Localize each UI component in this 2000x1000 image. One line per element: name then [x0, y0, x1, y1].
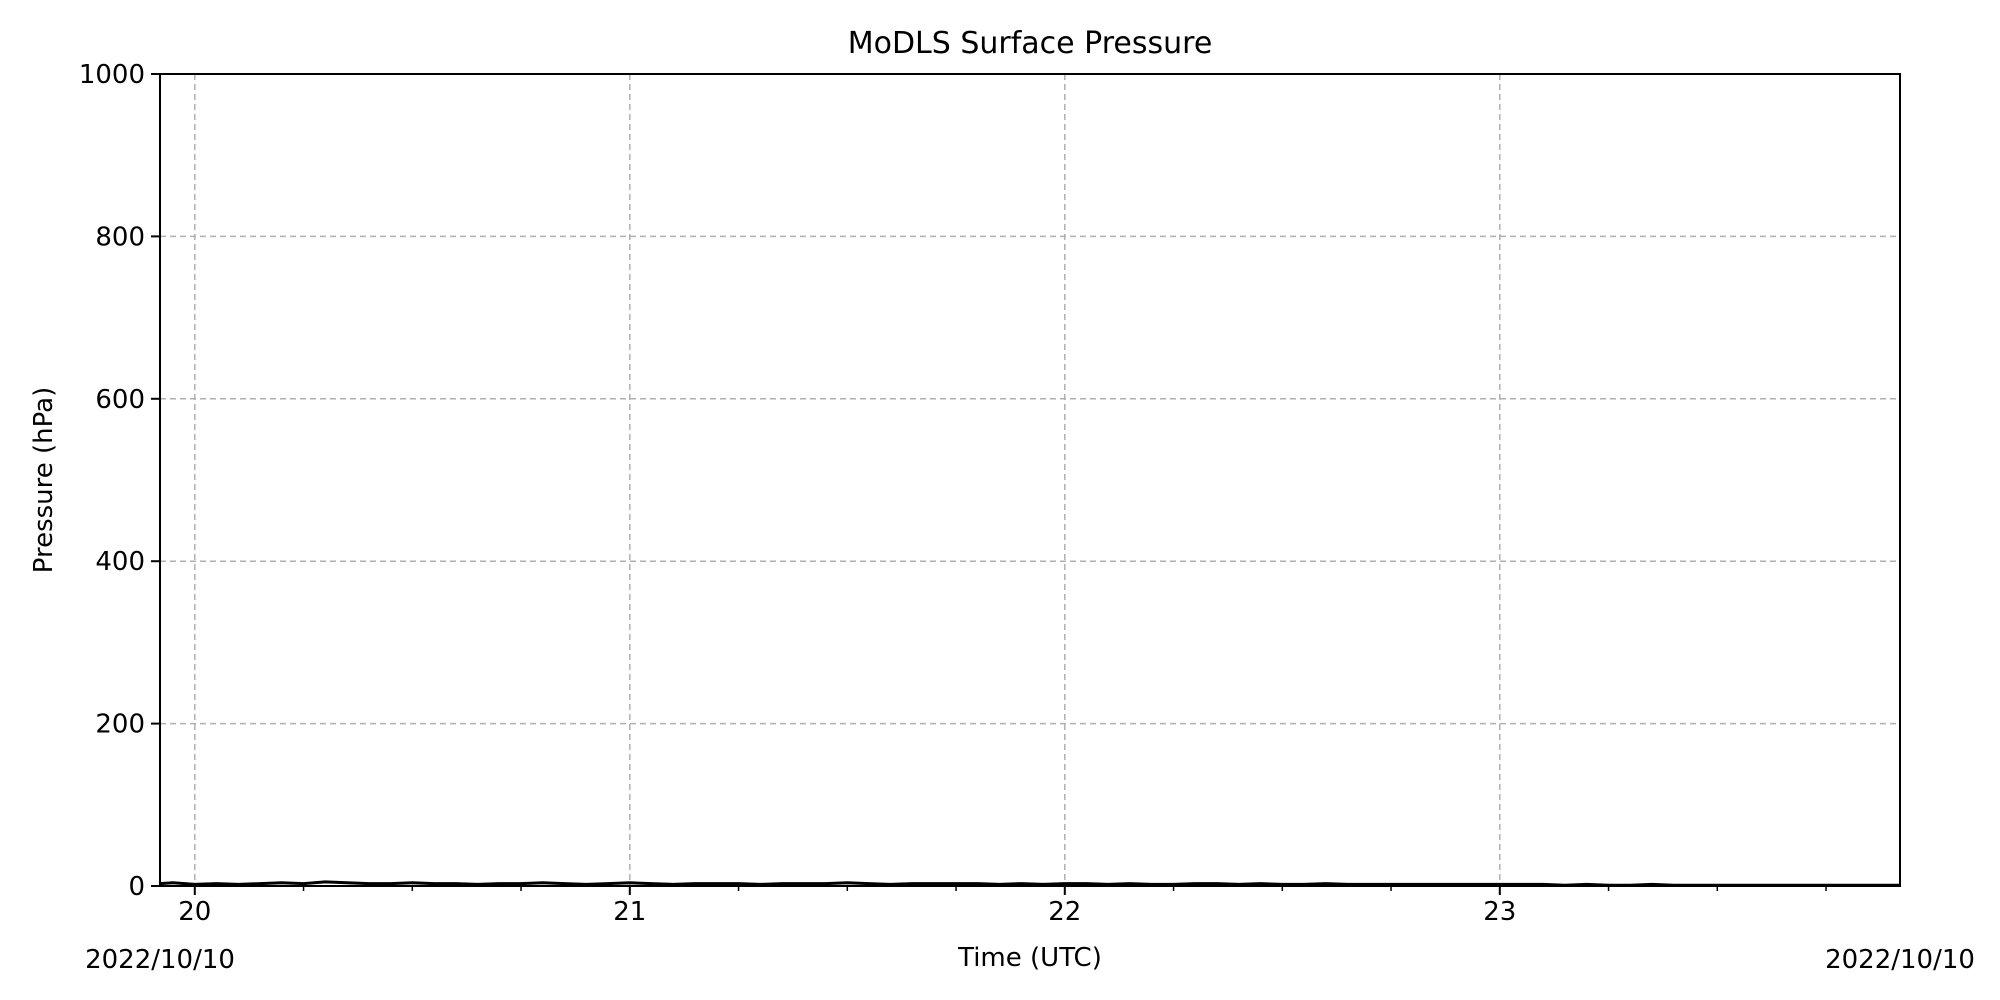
y-tick-label: 0	[128, 872, 145, 902]
y-tick-label: 1000	[79, 60, 145, 90]
chart-title: MoDLS Surface Pressure	[848, 26, 1213, 61]
y-tick-label: 600	[95, 385, 145, 415]
data-series-layer	[159, 880, 1900, 887]
x-axis-label: Time (UTC)	[957, 943, 1102, 973]
x-tick-label: 22	[1048, 897, 1081, 927]
grid-lines	[160, 73, 1900, 887]
pressure-series-line	[159, 880, 1900, 887]
y-tick-label: 200	[95, 710, 145, 740]
x-tick-label: 21	[613, 897, 646, 927]
date-start-label: 2022/10/10	[85, 945, 235, 975]
plot-frame	[159, 73, 1901, 887]
y-tick-label: 800	[95, 222, 145, 252]
x-tick-label: 20	[178, 897, 211, 927]
x-axis: 20 21 22 23	[178, 886, 1827, 927]
date-end-label: 2022/10/10	[1825, 945, 1975, 975]
x-tick-label: 23	[1483, 897, 1516, 927]
y-tick-label: 400	[95, 547, 145, 577]
y-axis: 0 200 400 600 800 1000	[79, 60, 160, 902]
y-axis-label: Pressure (hPa)	[29, 387, 59, 574]
